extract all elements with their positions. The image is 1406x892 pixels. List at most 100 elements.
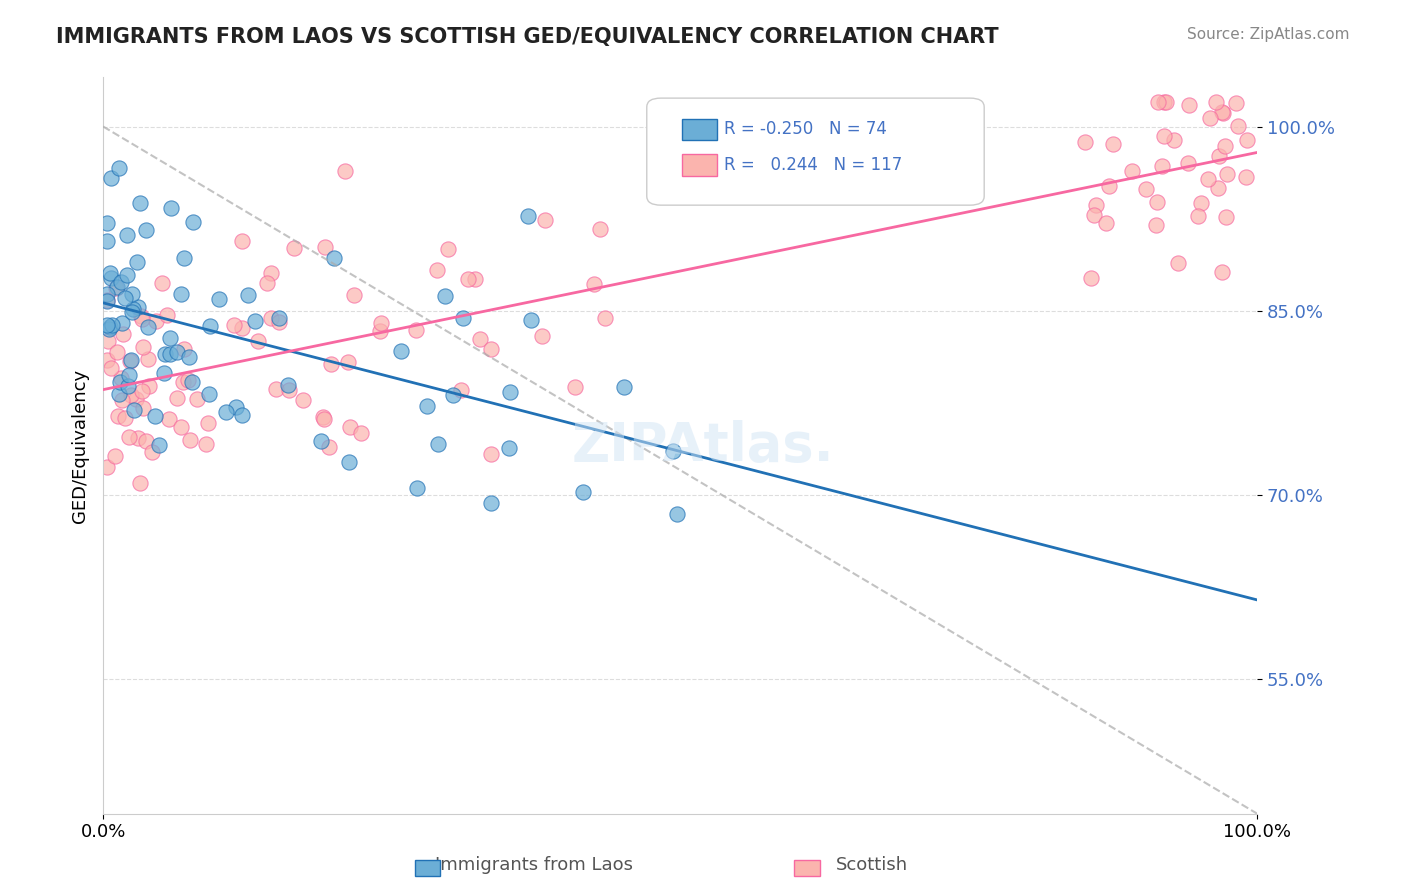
Point	[181, 215, 204, 229]
Point	[98, 319, 121, 334]
Point	[583, 277, 606, 291]
Point	[101, 318, 124, 332]
Point	[180, 376, 202, 390]
Point	[108, 161, 131, 175]
Point	[464, 272, 486, 286]
Point	[97, 334, 120, 348]
Point	[318, 440, 340, 454]
Point	[125, 392, 148, 407]
Point	[98, 266, 121, 280]
Point	[479, 496, 502, 510]
Point	[100, 171, 122, 186]
Point	[370, 316, 392, 330]
Point	[426, 437, 449, 451]
Point	[111, 317, 134, 331]
Point	[350, 425, 373, 440]
Point	[450, 383, 472, 397]
Point	[406, 481, 429, 495]
Point	[225, 401, 247, 415]
Point	[1211, 104, 1233, 119]
Point	[127, 300, 149, 314]
Point	[1199, 111, 1222, 125]
Point	[1178, 98, 1201, 112]
Point	[170, 286, 193, 301]
Point	[118, 353, 141, 368]
Y-axis label: GED/Equivalency: GED/Equivalency	[72, 368, 89, 523]
Point	[343, 287, 366, 301]
Point	[127, 255, 149, 269]
Point	[208, 292, 231, 306]
Point	[1208, 149, 1230, 163]
Point	[127, 431, 149, 445]
Point	[291, 392, 314, 407]
Point	[1153, 129, 1175, 144]
Text: Immigrants from Laos: Immigrants from Laos	[436, 856, 633, 874]
Text: R =   0.244   N = 117: R = 0.244 N = 117	[724, 156, 903, 174]
Point	[105, 280, 128, 294]
Point	[1084, 198, 1107, 212]
Point	[530, 329, 553, 343]
Point	[314, 412, 336, 426]
Point	[1146, 195, 1168, 210]
Point	[333, 164, 356, 178]
Point	[405, 323, 427, 337]
Point	[534, 213, 557, 227]
Point	[132, 340, 155, 354]
Point	[111, 393, 134, 408]
Point	[498, 441, 520, 455]
Point	[96, 318, 118, 333]
Point	[1098, 179, 1121, 194]
Text: IMMIGRANTS FROM LAOS VS SCOTTISH GED/EQUIVALENCY CORRELATION CHART: IMMIGRANTS FROM LAOS VS SCOTTISH GED/EQU…	[56, 27, 998, 46]
Point	[155, 347, 177, 361]
Point	[666, 507, 689, 521]
Point	[451, 310, 474, 325]
Point	[1083, 208, 1105, 222]
Point	[198, 387, 221, 401]
Point	[121, 305, 143, 319]
Point	[426, 263, 449, 277]
Point	[117, 379, 139, 393]
Point	[479, 446, 502, 460]
Point	[323, 251, 346, 265]
Point	[1121, 163, 1143, 178]
Point	[100, 360, 122, 375]
Point	[197, 416, 219, 430]
Point	[153, 366, 176, 380]
Point	[159, 331, 181, 345]
Point	[135, 434, 157, 449]
Point	[176, 373, 198, 387]
Point	[1144, 218, 1167, 232]
Point	[337, 455, 360, 469]
Point	[1236, 133, 1258, 147]
Point	[131, 384, 153, 398]
Point	[110, 275, 132, 289]
Point	[1163, 133, 1185, 147]
Point	[564, 379, 586, 393]
Point	[434, 289, 457, 303]
Point	[120, 388, 142, 402]
Point	[222, 318, 245, 332]
Point	[1150, 159, 1173, 173]
Point	[157, 412, 180, 426]
Point	[215, 405, 238, 419]
Point	[572, 485, 595, 500]
Point	[96, 460, 118, 475]
Point	[479, 342, 502, 356]
Point	[173, 343, 195, 357]
Point	[314, 240, 336, 254]
Point	[1147, 95, 1170, 109]
Point	[260, 266, 283, 280]
Point	[110, 375, 132, 389]
Point	[260, 310, 283, 325]
Point	[278, 383, 301, 397]
Point	[129, 309, 152, 323]
Text: Scottish: Scottish	[835, 856, 908, 874]
Point	[1153, 95, 1175, 109]
Point	[198, 318, 221, 333]
Point	[269, 315, 291, 329]
Point	[114, 291, 136, 305]
Point	[131, 311, 153, 326]
Point	[437, 242, 460, 256]
Point	[589, 222, 612, 236]
Point	[138, 320, 160, 334]
